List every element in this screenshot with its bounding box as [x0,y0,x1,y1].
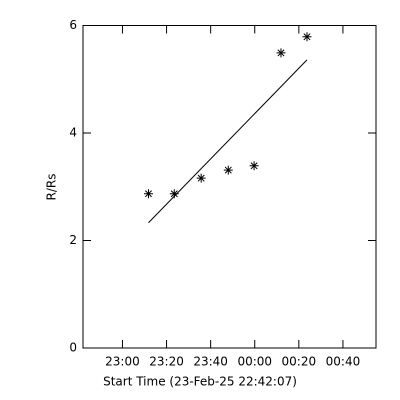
point [143,189,153,199]
y-tick-label: 2 [69,233,77,247]
y-tick-label: 6 [69,18,77,32]
x-tick-label: 00:20 [282,355,317,369]
x-tick-label: 00:00 [237,355,272,369]
y-tick-label: 4 [69,126,77,140]
x-tick-label: 23:20 [149,355,184,369]
point [249,161,259,171]
x-axis-label: Start Time (23-Feb-25 22:42:07) [103,375,297,389]
point [196,173,206,183]
y-tick-label: 0 [69,341,77,355]
plot-frame [82,25,377,349]
fit-line [148,59,308,224]
y-axis-label: R/Rs [45,174,59,201]
x-tick-label: 23:00 [105,355,140,369]
point [169,189,179,199]
point [302,32,312,42]
point [276,48,286,58]
x-tick-label: 23:40 [193,355,228,369]
x-tick-label: 00:40 [326,355,361,369]
point [223,165,233,175]
